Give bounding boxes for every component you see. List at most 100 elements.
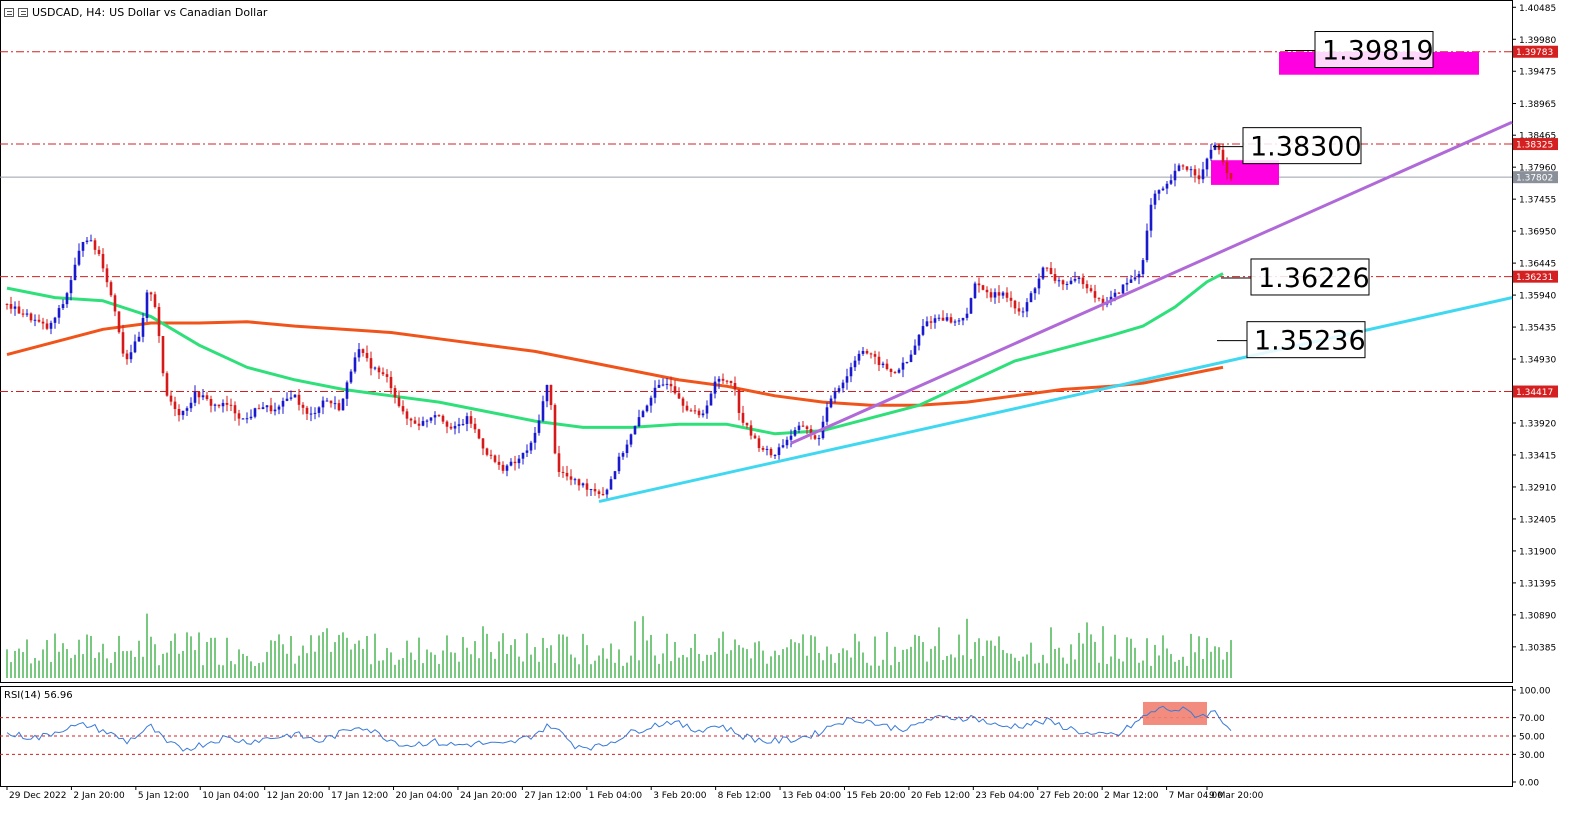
- candle-body: [321, 400, 325, 408]
- candle-body: [685, 405, 689, 411]
- annotation-box: [1250, 258, 1370, 296]
- candle-body: [1013, 300, 1017, 309]
- candle-body: [513, 461, 517, 464]
- candle-body: [1033, 288, 1037, 294]
- candle-body: [777, 447, 781, 456]
- candle-body: [789, 435, 793, 440]
- rsi-tick-label: 30.00: [1519, 751, 1545, 761]
- candle-body: [1117, 292, 1121, 294]
- candle-body: [301, 404, 305, 408]
- price-tick-label: 1.35435: [1519, 324, 1556, 334]
- candle-body: [693, 410, 697, 412]
- candle-body: [105, 268, 109, 283]
- candle-body: [29, 313, 33, 321]
- candle-body: [237, 413, 241, 419]
- price-axis: 1.40485 1.39980 1.39475 1.38965 1.38465 1.379…: [1512, 4, 1556, 653]
- candle-body: [977, 283, 981, 286]
- time-tick-label: 8 Feb 12:00: [718, 791, 772, 801]
- candle-body: [509, 461, 513, 466]
- level-price-label: 1.34417: [1516, 388, 1553, 398]
- candle-body: [389, 376, 393, 389]
- price-tick-label: 1.38965: [1519, 100, 1556, 110]
- candle-body: [1165, 183, 1169, 189]
- candle-body: [621, 453, 625, 457]
- candle-body: [937, 317, 941, 319]
- candle-body: [13, 306, 17, 309]
- candle-body: [969, 298, 973, 314]
- candle-body: [333, 403, 337, 405]
- rsi-tick-label: 100.00: [1519, 687, 1551, 697]
- candle-body: [149, 292, 153, 295]
- candle-body: [293, 394, 297, 398]
- candle-body: [745, 422, 749, 426]
- candle-body: [249, 416, 253, 419]
- candle-body: [345, 382, 349, 399]
- candle-body: [1025, 302, 1029, 312]
- candle-body: [557, 453, 561, 472]
- candle-body: [833, 391, 837, 399]
- candle-body: [869, 353, 873, 355]
- candle-body: [525, 450, 529, 453]
- candle-body: [185, 408, 189, 411]
- candle-body: [373, 367, 377, 369]
- chart-type-icon[interactable]: [18, 8, 28, 17]
- time-axis: 29 Dec 2022 2 Jan 20:00 5 Jan 12:00 10 Jan …: [6, 786, 1264, 801]
- candle-body: [637, 417, 641, 427]
- candle-body: [385, 374, 389, 377]
- candle-body: [1057, 280, 1061, 282]
- candle-body: [861, 350, 865, 354]
- candle-body: [1217, 144, 1221, 150]
- candle-body: [781, 445, 785, 448]
- candle-body: [325, 400, 329, 402]
- level-price-tag: [1513, 138, 1558, 151]
- candle-body: [25, 313, 29, 315]
- candle-body: [1121, 284, 1125, 294]
- menu-icon[interactable]: [4, 8, 14, 17]
- time-tick-label: 10 Jan 04:00: [202, 791, 259, 801]
- price-tick-label: 1.35940: [1519, 292, 1556, 302]
- candle-body: [161, 336, 165, 374]
- price-tick-label: 1.30385: [1519, 643, 1556, 653]
- candle-body: [877, 356, 881, 366]
- candle-body: [193, 391, 197, 403]
- volume-bars: [6, 613, 1232, 678]
- candle-body: [233, 405, 237, 414]
- candle-body: [701, 413, 705, 416]
- level-price-tag: [1513, 385, 1558, 398]
- annotation-box: [1246, 321, 1366, 359]
- candle-body: [465, 416, 469, 424]
- candle-body: [537, 420, 541, 433]
- candle-body: [785, 439, 789, 446]
- candle-body: [329, 400, 333, 404]
- candle-body: [289, 397, 293, 399]
- candle-body: [1045, 267, 1049, 269]
- candle-body: [241, 418, 245, 420]
- trendline-cyan: [598, 296, 1513, 503]
- candle-body: [741, 412, 745, 423]
- candle-body: [473, 423, 477, 430]
- current-price-tag: [1513, 171, 1558, 184]
- candle-body: [157, 306, 161, 337]
- candle-body: [481, 438, 485, 449]
- price-tick-label: 1.31900: [1519, 547, 1556, 557]
- candle-body: [133, 341, 137, 353]
- candle-body: [213, 404, 217, 406]
- candle-body: [617, 456, 621, 472]
- candle-body: [825, 407, 829, 422]
- candle-body: [117, 311, 121, 333]
- candle-body: [453, 425, 457, 429]
- candle-body: [1085, 284, 1089, 289]
- candle-body: [677, 393, 681, 399]
- price-tick-label: 1.40485: [1519, 4, 1556, 14]
- candle-body: [665, 383, 669, 385]
- candle-body: [845, 376, 849, 383]
- candle-body: [145, 292, 149, 318]
- candle-body: [753, 435, 757, 439]
- candle-body: [93, 240, 97, 250]
- candle-body: [813, 435, 817, 439]
- candle-body: [905, 361, 909, 363]
- candle-body: [661, 384, 665, 386]
- candle-body: [893, 372, 897, 374]
- candle-body: [913, 345, 917, 355]
